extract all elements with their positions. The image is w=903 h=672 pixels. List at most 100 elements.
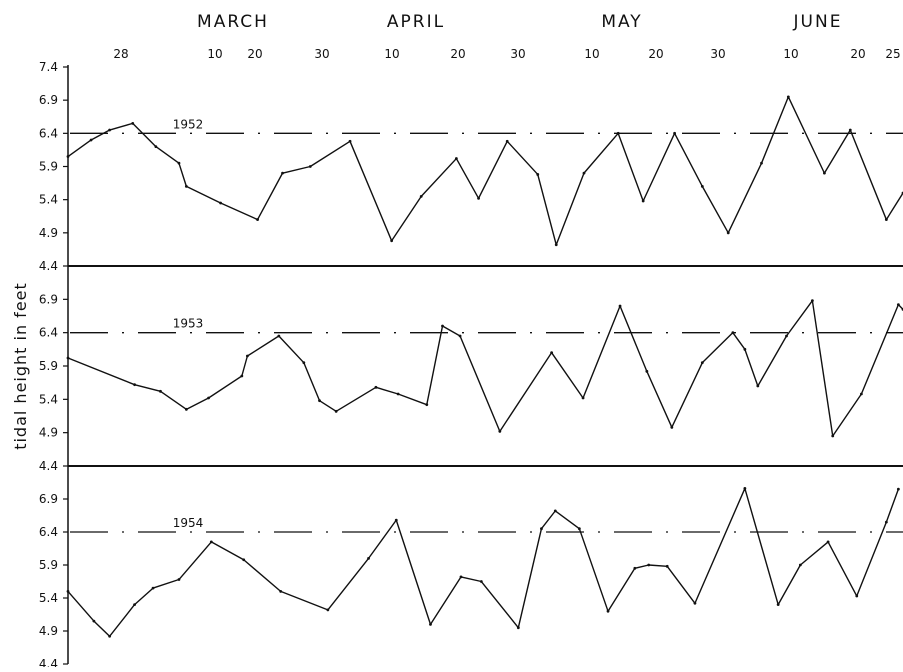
series-line-1954 (67, 487, 900, 637)
data-point (66, 155, 70, 158)
data-point (776, 603, 780, 606)
data-point (454, 157, 458, 160)
data-point (207, 396, 210, 400)
data-point (785, 334, 788, 338)
data-point (242, 558, 246, 562)
month-label-march: MARCH (197, 12, 269, 32)
data-point (66, 356, 70, 360)
data-point (108, 634, 112, 638)
y-tick-label: 7.4 (39, 60, 58, 74)
y-tick-label: 4.4 (39, 657, 58, 667)
data-point (726, 231, 730, 235)
data-point (151, 586, 155, 590)
data-point (240, 374, 244, 378)
data-point (743, 347, 747, 351)
y-tick-label: 5.4 (39, 193, 58, 207)
y-tick-label: 4.9 (39, 226, 58, 240)
date-tick-label: 10 (584, 47, 599, 61)
data-point (429, 623, 432, 626)
data-point (616, 131, 620, 135)
data-point (577, 527, 581, 531)
date-tick-label: 20 (247, 47, 262, 61)
date-tick-label: 20 (648, 47, 663, 61)
data-point (884, 520, 888, 524)
data-point (810, 299, 814, 303)
data-point (606, 609, 610, 613)
data-point (831, 434, 835, 438)
data-point (279, 590, 283, 593)
data-point (670, 425, 674, 429)
y-tick-label: 6.4 (39, 326, 58, 340)
data-point (673, 131, 677, 135)
data-point (66, 590, 70, 593)
data-point (884, 218, 888, 221)
month-label-may: MAY (601, 12, 642, 32)
data-point (896, 487, 900, 491)
y-axis-title: tidal height in feet (11, 282, 30, 450)
data-point (256, 218, 259, 221)
data-point (581, 396, 585, 400)
data-point (92, 619, 96, 623)
data-point (855, 594, 859, 598)
data-point (281, 171, 284, 175)
data-point (308, 165, 312, 168)
data-point (302, 361, 306, 365)
data-point (177, 161, 181, 165)
data-point (700, 185, 704, 188)
data-point (550, 351, 554, 355)
series-label-1953: 1953 (173, 317, 204, 331)
date-tick-label: 10 (384, 47, 399, 61)
data-point (848, 128, 852, 132)
date-tick-label: 25 (885, 47, 900, 61)
data-point (665, 564, 669, 568)
data-point (459, 575, 463, 579)
data-point (553, 509, 557, 513)
data-point (760, 161, 763, 165)
y-tick-label: 6.9 (39, 93, 58, 107)
data-point (89, 138, 93, 142)
data-point (798, 563, 802, 567)
data-point (245, 354, 249, 358)
date-tick-label: 10 (783, 47, 798, 61)
y-tick-label: 6.9 (39, 492, 58, 506)
date-tick-label: 28 (113, 47, 128, 61)
y-tick-label: 6.9 (39, 292, 58, 306)
data-point (326, 608, 330, 612)
data-point (219, 201, 222, 205)
data-point (318, 399, 321, 403)
data-point (859, 392, 863, 396)
data-point (743, 487, 747, 490)
data-point (396, 392, 400, 396)
data-point (633, 566, 637, 570)
date-tick-label: 30 (314, 47, 329, 61)
date-tick-label: 30 (510, 47, 525, 61)
series-line-1953 (67, 299, 903, 437)
data-point (425, 403, 429, 407)
y-tick-label: 6.4 (39, 126, 58, 140)
data-point (479, 580, 483, 583)
data-point (133, 383, 136, 387)
month-label-june: JUNE (793, 12, 843, 32)
y-tick-label: 5.4 (39, 392, 58, 406)
data-point (516, 626, 520, 630)
data-point (184, 407, 188, 411)
y-tick-label: 4.9 (39, 426, 58, 440)
data-point (477, 196, 480, 200)
data-point (184, 185, 188, 188)
y-tick-label: 5.9 (39, 160, 58, 174)
y-tick-label: 4.4 (39, 259, 58, 273)
data-point (554, 243, 558, 247)
data-point (826, 540, 830, 544)
series-label-1952: 1952 (173, 117, 204, 131)
series-label-1954: 1954 (173, 516, 204, 530)
month-label-april: APRIL (387, 12, 445, 32)
data-point (647, 563, 651, 567)
date-tick-label: 10 (207, 47, 222, 61)
data-point (390, 239, 394, 243)
y-tick-label: 5.9 (39, 359, 58, 373)
data-point (419, 194, 423, 198)
y-tick-label: 4.9 (39, 624, 58, 638)
data-point (823, 171, 826, 175)
data-point (641, 199, 645, 203)
